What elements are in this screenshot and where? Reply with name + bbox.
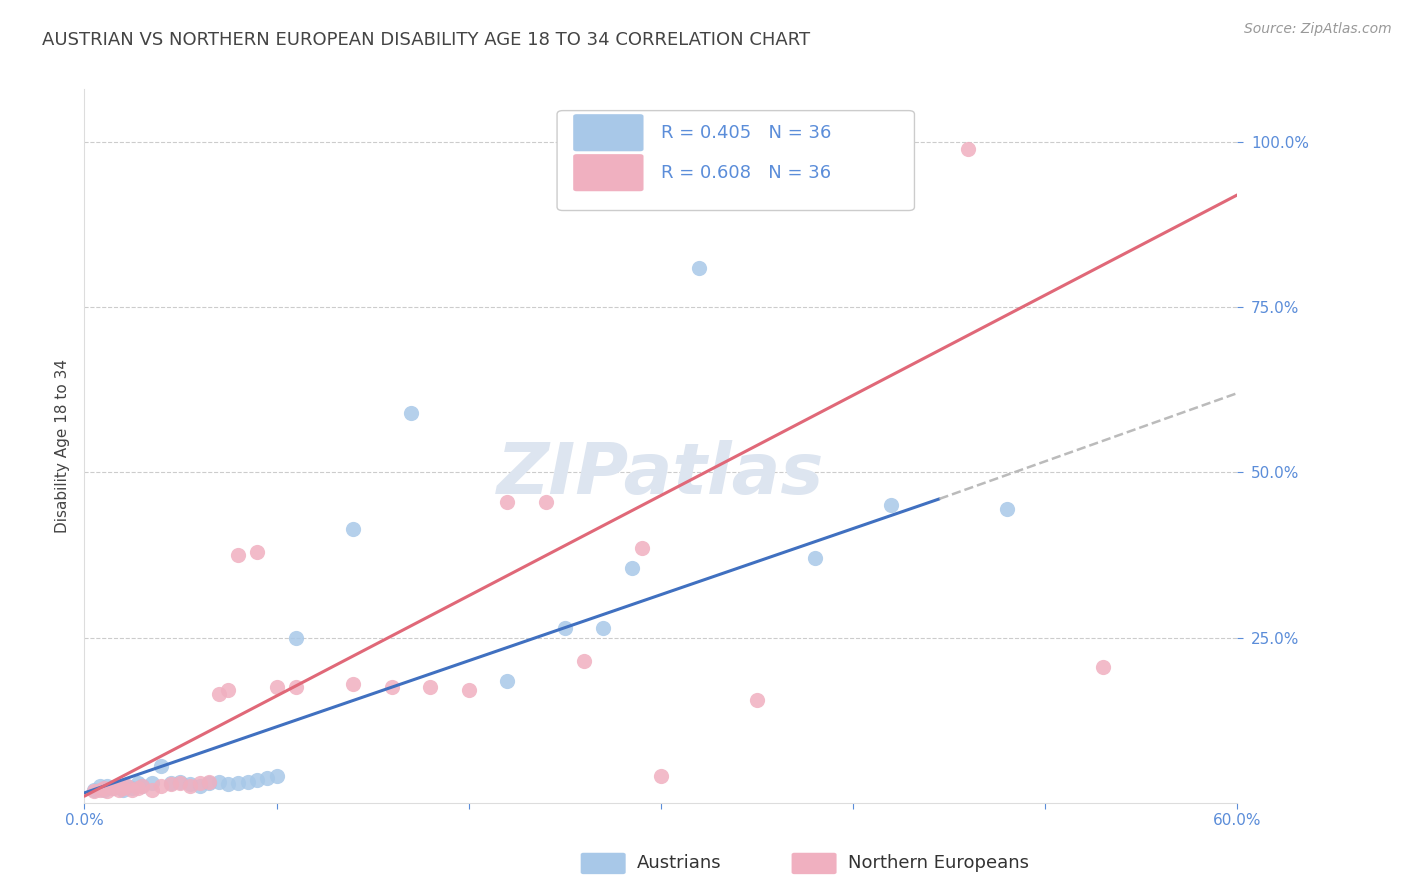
- Text: Northern Europeans: Northern Europeans: [848, 855, 1029, 872]
- Point: [226, 548, 249, 562]
- Point: [381, 680, 404, 694]
- Text: R = 0.608   N = 36: R = 0.608 N = 36: [661, 164, 831, 182]
- Point: [246, 772, 269, 787]
- Point: [103, 781, 124, 796]
- Point: [111, 782, 134, 797]
- Point: [457, 683, 479, 698]
- Point: [127, 781, 149, 796]
- Point: [179, 779, 201, 793]
- Point: [745, 693, 768, 707]
- FancyBboxPatch shape: [574, 154, 644, 191]
- Point: [89, 782, 111, 797]
- Point: [96, 784, 118, 798]
- Point: [188, 779, 211, 793]
- Point: [342, 522, 364, 536]
- Point: [115, 779, 138, 793]
- Point: [208, 774, 231, 789]
- Point: [399, 406, 422, 420]
- Point: [198, 774, 221, 789]
- Point: [284, 680, 307, 694]
- Point: [957, 142, 980, 156]
- Point: [342, 677, 364, 691]
- Point: [995, 501, 1018, 516]
- Text: AUSTRIAN VS NORTHERN EUROPEAN DISABILITY AGE 18 TO 34 CORRELATION CHART: AUSTRIAN VS NORTHERN EUROPEAN DISABILITY…: [42, 31, 810, 49]
- Text: Source: ZipAtlas.com: Source: ZipAtlas.com: [1244, 22, 1392, 37]
- Point: [554, 621, 576, 635]
- FancyBboxPatch shape: [557, 111, 914, 211]
- Point: [572, 654, 595, 668]
- Point: [96, 779, 118, 793]
- Point: [131, 779, 153, 793]
- Point: [496, 673, 519, 688]
- Point: [150, 779, 173, 793]
- Point: [93, 781, 115, 796]
- Point: [127, 776, 149, 790]
- Point: [246, 545, 269, 559]
- Point: [89, 779, 111, 793]
- Point: [141, 776, 163, 790]
- Point: [115, 779, 138, 793]
- Point: [256, 771, 278, 785]
- Point: [141, 782, 163, 797]
- FancyBboxPatch shape: [574, 114, 644, 152]
- Y-axis label: Disability Age 18 to 34: Disability Age 18 to 34: [55, 359, 70, 533]
- Point: [188, 776, 211, 790]
- Point: [266, 680, 288, 694]
- Point: [630, 541, 652, 556]
- Point: [266, 769, 288, 783]
- Point: [218, 777, 240, 791]
- Point: [803, 551, 825, 566]
- Point: [688, 260, 710, 275]
- Point: [108, 779, 131, 793]
- Point: [218, 683, 240, 698]
- Point: [621, 561, 644, 575]
- Point: [650, 769, 672, 783]
- Point: [534, 495, 557, 509]
- Point: [121, 781, 143, 796]
- Point: [169, 774, 191, 789]
- Point: [83, 784, 105, 798]
- Point: [83, 782, 105, 797]
- Point: [160, 777, 183, 791]
- Point: [236, 774, 259, 789]
- Point: [496, 495, 519, 509]
- Point: [1091, 660, 1114, 674]
- Point: [284, 631, 307, 645]
- Point: [111, 781, 134, 796]
- Point: [880, 499, 903, 513]
- Text: Austrians: Austrians: [637, 855, 721, 872]
- Point: [198, 776, 221, 790]
- Point: [121, 782, 143, 797]
- Point: [208, 687, 231, 701]
- Point: [93, 782, 115, 797]
- Text: R = 0.405   N = 36: R = 0.405 N = 36: [661, 124, 831, 142]
- Point: [103, 781, 124, 796]
- Text: ZIPatlas: ZIPatlas: [498, 440, 824, 509]
- Point: [169, 776, 191, 790]
- Point: [150, 759, 173, 773]
- Point: [419, 680, 441, 694]
- Point: [179, 777, 201, 791]
- Point: [108, 782, 131, 797]
- Point: [160, 776, 183, 790]
- Point: [226, 776, 249, 790]
- Point: [131, 779, 153, 793]
- Point: [592, 621, 614, 635]
